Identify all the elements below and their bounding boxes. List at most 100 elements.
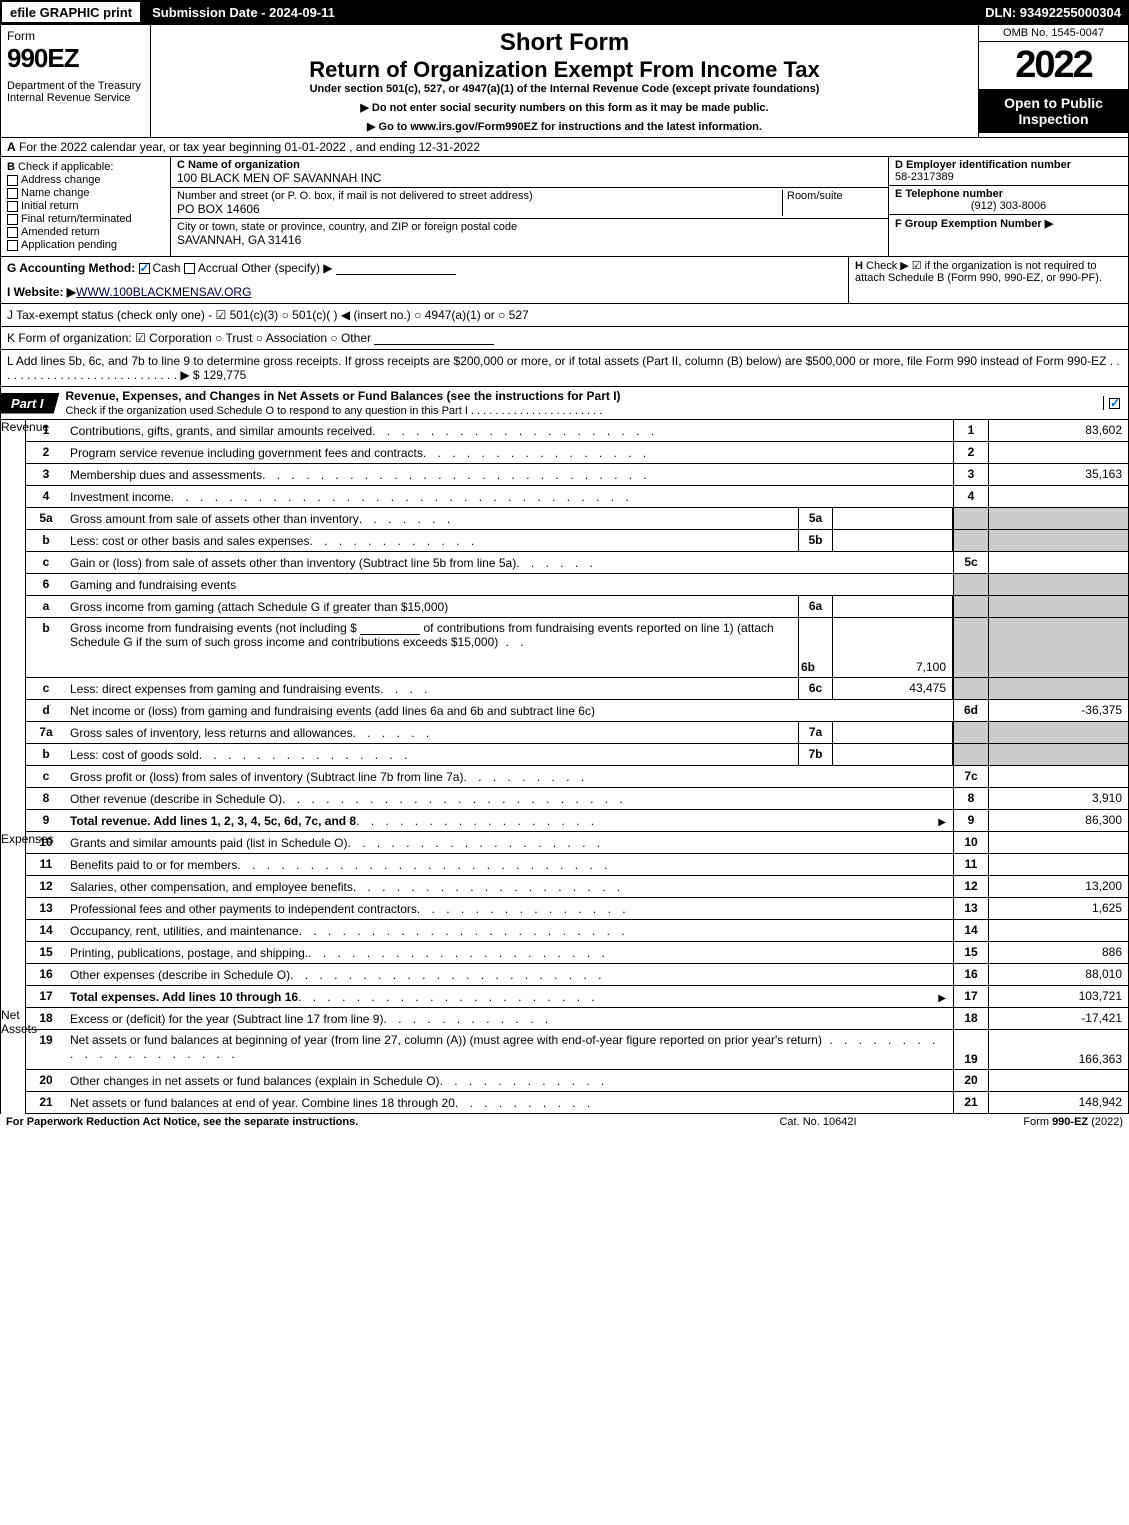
netassets-side-label: Net Assets [1, 1008, 26, 1114]
line-6a: aGross income from gaming (attach Schedu… [26, 596, 1128, 618]
irs-label: Internal Revenue Service [7, 92, 144, 104]
g-other: Other (specify) ▶ [241, 261, 332, 275]
h-text: Check ▶ ☑ if the organization is not req… [855, 260, 1102, 284]
line-13: 13Professional fees and other payments t… [26, 898, 1128, 920]
line-19: 19Net assets or fund balances at beginni… [26, 1030, 1128, 1070]
line-16: 16Other expenses (describe in Schedule O… [26, 964, 1128, 986]
g-cash-check[interactable] [139, 263, 150, 274]
b-opt-pending[interactable]: Application pending [7, 239, 164, 251]
line-15: 15Printing, publications, postage, and s… [26, 942, 1128, 964]
line-11: 11Benefits paid to or for members . . . … [26, 854, 1128, 876]
g-label: G Accounting Method: [7, 261, 135, 275]
section-j: J Tax-exempt status (check only one) - ☑… [0, 304, 1129, 327]
section-bc: B Check if applicable: Address change Na… [0, 157, 1129, 257]
c-name-label: C Name of organization [177, 159, 300, 171]
section-def: D Employer identification number 58-2317… [888, 157, 1128, 256]
efile-label: efile GRAPHIC print [0, 0, 142, 24]
line-14: 14Occupancy, rent, utilities, and mainte… [26, 920, 1128, 942]
i-website-label: I Website: ▶ [7, 285, 76, 299]
under-section: Under section 501(c), 527, or 4947(a)(1)… [157, 83, 972, 95]
line-5c: cGain or (loss) from sale of assets othe… [26, 552, 1128, 574]
g-accrual-check[interactable] [184, 263, 195, 274]
line-3: 3Membership dues and assessments . . . .… [26, 464, 1128, 486]
line-5b: bLess: cost or other basis and sales exp… [26, 530, 1128, 552]
goto-link[interactable]: ▶ Go to www.irs.gov/Form990EZ for instru… [157, 120, 972, 133]
f-group-label: F Group Exemption Number ▶ [895, 218, 1053, 230]
room-suite-label: Room/suite [782, 190, 882, 216]
section-a: A For the 2022 calendar year, or tax yea… [0, 138, 1129, 157]
b-opt-amended[interactable]: Amended return [7, 226, 164, 238]
expenses-side-label: Expenses [1, 832, 26, 1008]
form-word: Form [7, 29, 144, 43]
line-21: 21Net assets or fund balances at end of … [26, 1092, 1128, 1114]
footer-right: Form 990-EZ (2022) [943, 1116, 1123, 1128]
website-link[interactable]: WWW.100BLACKMENSAV.ORG [76, 285, 251, 299]
header-left: Form 990EZ Department of the Treasury In… [1, 25, 151, 137]
b-opt-final[interactable]: Final return/terminated [7, 213, 164, 225]
line-7a: 7aGross sales of inventory, less returns… [26, 722, 1128, 744]
line-17: 17Total expenses. Add lines 10 through 1… [26, 986, 1128, 1008]
footer-cat: Cat. No. 10642I [693, 1116, 943, 1128]
line-5a: 5aGross amount from sale of assets other… [26, 508, 1128, 530]
footer-left: For Paperwork Reduction Act Notice, see … [6, 1116, 693, 1128]
b-opt-name[interactable]: Name change [7, 187, 164, 199]
dln-label: DLN: 93492255000304 [977, 0, 1129, 24]
line-9: 9Total revenue. Add lines 1, 2, 3, 4, 5c… [26, 810, 1128, 832]
line-8: 8Other revenue (describe in Schedule O) … [26, 788, 1128, 810]
section-c: C Name of organization 100 BLACK MEN OF … [171, 157, 888, 256]
header-right: OMB No. 1545-0047 2022 Open to Public In… [978, 25, 1128, 137]
return-title: Return of Organization Exempt From Incom… [157, 57, 972, 83]
line-2: 2Program service revenue including gover… [26, 442, 1128, 464]
page-footer: For Paperwork Reduction Act Notice, see … [0, 1114, 1129, 1130]
line-6b: bGross income from fundraising events (n… [26, 618, 1128, 678]
line-18: 18Excess or (deficit) for the year (Subt… [26, 1008, 1128, 1030]
line-12: 12Salaries, other compensation, and empl… [26, 876, 1128, 898]
header-middle: Short Form Return of Organization Exempt… [151, 25, 978, 137]
omb-number: OMB No. 1545-0047 [979, 25, 1128, 42]
line-10: 10Grants and similar amounts paid (list … [26, 832, 1128, 854]
g-accrual: Accrual [198, 261, 238, 275]
phone-value: (912) 303-8006 [895, 200, 1122, 212]
revenue-lines: Revenue 1Contributions, gifts, grants, a… [0, 420, 1129, 1114]
tax-year: 2022 [979, 42, 1128, 89]
short-form-title: Short Form [157, 29, 972, 57]
c-addr-label: Number and street (or P. O. box, if mail… [177, 190, 533, 202]
section-k: K Form of organization: ☑ Corporation ○ … [0, 327, 1129, 350]
line-7c: cGross profit or (loss) from sales of in… [26, 766, 1128, 788]
section-h: H Check ▶ ☑ if the organization is not r… [848, 257, 1128, 303]
c-city-label: City or town, state or province, country… [177, 221, 517, 233]
org-name: 100 BLACK MEN OF SAVANNAH INC [177, 171, 381, 185]
line-1: 1Contributions, gifts, grants, and simil… [26, 420, 1128, 442]
submission-date: Submission Date - 2024-09-11 [142, 0, 345, 24]
line-6d: dNet income or (loss) from gaming and fu… [26, 700, 1128, 722]
line-7b: bLess: cost of goods sold . . . . . . . … [26, 744, 1128, 766]
ein-value: 58-2317389 [895, 171, 954, 183]
b-opt-initial[interactable]: Initial return [7, 200, 164, 212]
part-i-label: Part I [1, 393, 60, 414]
org-city: SAVANNAH, GA 31416 [177, 233, 301, 247]
g-cash: Cash [153, 261, 181, 275]
top-bar: efile GRAPHIC print Submission Date - 20… [0, 0, 1129, 24]
d-ein-label: D Employer identification number [895, 159, 1071, 171]
form-number: 990EZ [7, 43, 144, 74]
b-label: Check if applicable: [18, 161, 113, 173]
line-4: 4Investment income . . . . . . . . . . .… [26, 486, 1128, 508]
org-address: PO BOX 14606 [177, 202, 260, 216]
b-opt-address[interactable]: Address change [7, 174, 164, 186]
part-i-title: Revenue, Expenses, and Changes in Net As… [60, 387, 1103, 419]
section-a-text: For the 2022 calendar year, or tax year … [19, 140, 480, 154]
section-l: L Add lines 5b, 6c, and 7b to line 9 to … [0, 350, 1129, 387]
section-g: G Accounting Method: Cash Accrual Other … [1, 257, 848, 303]
line-6: 6Gaming and fundraising events [26, 574, 1128, 596]
no-ssn-note: ▶ Do not enter social security numbers o… [157, 101, 972, 114]
part-i-check[interactable] [1103, 396, 1128, 410]
section-b: B Check if applicable: Address change Na… [1, 157, 171, 256]
part-i-header: Part I Revenue, Expenses, and Changes in… [0, 387, 1129, 420]
revenue-side-label: Revenue [1, 420, 26, 832]
dept-treasury: Department of the Treasury [7, 80, 144, 92]
line-6c: cLess: direct expenses from gaming and f… [26, 678, 1128, 700]
open-to-public: Open to Public Inspection [979, 89, 1128, 133]
section-gh: G Accounting Method: Cash Accrual Other … [0, 257, 1129, 304]
line-20: 20Other changes in net assets or fund ba… [26, 1070, 1128, 1092]
form-header: Form 990EZ Department of the Treasury In… [0, 24, 1129, 138]
